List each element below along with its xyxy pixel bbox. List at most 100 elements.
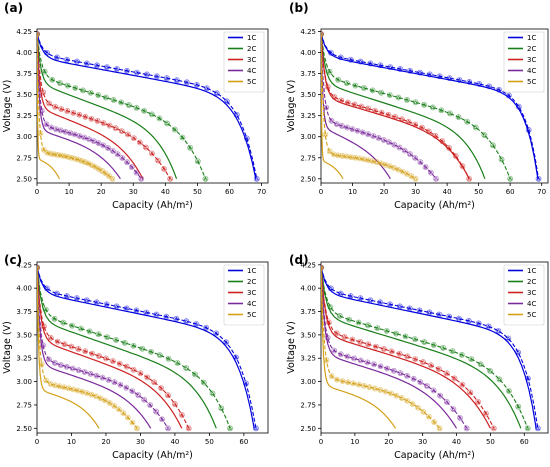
series-4C-triangle [358, 358, 363, 362]
panel-0: (a) 2.50 2.75 3.00 3.25 3.50 3.75 4.00 4.25 0 10 20… [2, 1, 269, 211]
series-2C-triangle [70, 323, 75, 328]
plot-area [37, 264, 259, 432]
series-4C-triangle [106, 377, 111, 382]
y-tick-label: 3.25 [16, 112, 32, 120]
series-1C-triangle [54, 291, 59, 295]
x-tick-label: 60 [520, 438, 529, 446]
series-4C-triangle [397, 145, 402, 149]
series-1C-triangle [348, 293, 353, 298]
series-2C-triangle [80, 88, 85, 92]
panel-3: (d) 2.50 2.75 3.00 3.25 3.50 3.75 4.00 4.25 0 10 20… [286, 253, 549, 461]
legend-label-5C: 5C [527, 78, 536, 86]
series-1C-triangle [104, 302, 109, 306]
series-4C-triangle [58, 128, 63, 132]
series-5C-fit-line [321, 34, 344, 180]
series-5C-triangle [93, 164, 98, 169]
legend-label-3C: 3C [527, 56, 536, 64]
series-4C-triangle [339, 123, 344, 128]
series-5C-triangle [413, 176, 418, 181]
series-5C-triangle [48, 381, 53, 386]
series-4C-triangle [124, 385, 129, 390]
series-2C-triangle [525, 426, 530, 430]
series-3C-triangle [359, 104, 364, 109]
y-axis-label: Voltage (V) [2, 321, 13, 374]
series-5C-triangle [415, 405, 421, 410]
series-5C-triangle [79, 158, 84, 163]
series-4C-triangle [371, 133, 376, 138]
series-2C-fit-line [37, 267, 217, 429]
series-2C-triangle [403, 334, 408, 338]
series-5C-triangle [394, 393, 399, 398]
series-2C-triangle [61, 320, 66, 325]
series-5C-triangle [349, 155, 354, 159]
legend-label-5C: 5C [247, 311, 256, 319]
series-5C-triangle [396, 167, 401, 172]
plot-area [37, 31, 260, 182]
series-5C-triangle [130, 420, 135, 425]
series-2C-triangle [482, 132, 487, 137]
series-5C-triangle [121, 410, 126, 415]
series-3C-triangle [47, 101, 52, 105]
series-4C-triangle [418, 160, 423, 164]
series-1C-triangle [74, 59, 79, 64]
series-1C-triangle [204, 325, 209, 330]
series-3C-triangle [444, 371, 449, 375]
panel-label: (c) [4, 253, 22, 267]
series-2C-measured-line [321, 267, 529, 429]
series-2C-fit-line [321, 267, 522, 429]
y-tick-label: 3.00 [16, 133, 32, 141]
series-1C-triangle [496, 328, 501, 333]
series-1C-triangle [114, 304, 119, 308]
series-4C-triangle [345, 354, 350, 358]
legend-label-2C: 2C [247, 278, 256, 286]
series-2C-triangle [87, 329, 92, 333]
series-1C-triangle [84, 61, 89, 65]
x-tick-label: 60 [225, 188, 234, 196]
legend-label-1C: 1C [247, 34, 256, 42]
series-5C-triangle [89, 162, 94, 167]
y-tick-label: 4.00 [16, 285, 32, 293]
y-tick-label: 3.50 [300, 331, 316, 339]
series-4C-triangle [154, 409, 159, 414]
series-2C-triangle [347, 317, 352, 322]
series-5C-triangle [367, 384, 372, 389]
series-5C-triangle [336, 153, 341, 157]
series-5C-triangle [344, 154, 349, 158]
y-tick-label: 4.25 [300, 28, 316, 36]
series-2C-triangle [353, 83, 358, 88]
series-2C-triangle [473, 125, 478, 129]
y-axis-label: Voltage (V) [286, 321, 297, 374]
y-tick-label: 3.50 [300, 91, 316, 99]
series-5C-measured-line [321, 34, 416, 180]
series-4C-triangle [418, 380, 423, 384]
series-2C-triangle [57, 80, 62, 85]
series-3C-triangle [420, 125, 425, 130]
series-4C-triangle [76, 368, 81, 372]
y-tick-label: 3.50 [16, 91, 32, 99]
series-3C-triangle [393, 114, 398, 119]
panel-label: (b) [289, 1, 309, 15]
series-3C-triangle [119, 128, 124, 133]
series-5C-triangle [389, 391, 394, 395]
series-4C-triangle [53, 126, 58, 131]
series-1C-triangle [437, 312, 442, 316]
series-2C-triangle [119, 100, 124, 104]
series-5C-triangle [323, 132, 328, 137]
series-2C-triangle [192, 372, 198, 376]
series-1C-triangle [407, 306, 412, 310]
series-4C-triangle [91, 139, 96, 143]
series-3C-triangle [69, 344, 74, 349]
x-tick-label: 50 [193, 188, 202, 196]
series-2C-triangle [88, 90, 93, 95]
series-5C-triangle [383, 389, 388, 394]
legend-label-4C: 4C [527, 300, 536, 308]
series-2C-triangle [365, 323, 371, 327]
y-tick-label: 4.25 [300, 261, 316, 269]
series-5C-triangle [426, 414, 431, 419]
series-1C-triangle [174, 316, 179, 321]
series-4C-triangle [350, 127, 355, 131]
series-3C-triangle [145, 375, 150, 379]
series-1C-measured-line [37, 33, 258, 179]
series-1C-triangle [64, 293, 69, 298]
series-3C-triangle [406, 119, 411, 124]
